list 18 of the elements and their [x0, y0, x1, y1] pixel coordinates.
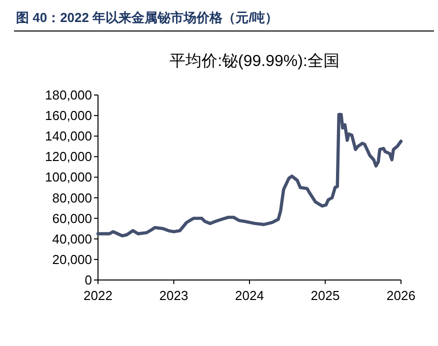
chart-title: 图 40：2022 年以来金属铋市场价格（元/吨） [16, 10, 278, 25]
y-tick-label: 80,000 [52, 190, 92, 206]
y-tick-label: 0 [84, 272, 92, 288]
x-tick-label: 2024 [235, 288, 264, 303]
x-tick-label: 2025 [310, 288, 340, 303]
line-series [96, 112, 403, 238]
x-tick-label: 2022 [84, 288, 112, 303]
y-tick-label: 140,000 [45, 128, 92, 144]
x-tick-label: 2023 [159, 288, 188, 303]
x-tick-label: 2026 [386, 288, 416, 303]
y-tick-label: 60,000 [52, 210, 92, 226]
y-tick-label: 180,000 [45, 88, 92, 102]
y-tick-label: 40,000 [52, 231, 92, 246]
y-tick-label: 100,000 [45, 170, 92, 185]
y-tick-label: 120,000 [45, 149, 92, 164]
y-tick-label: 20,000 [52, 252, 92, 267]
chart-subtitle: 平均价:铋(99.99%):全国 [170, 53, 340, 70]
y-tick-label: 160,000 [45, 108, 92, 124]
